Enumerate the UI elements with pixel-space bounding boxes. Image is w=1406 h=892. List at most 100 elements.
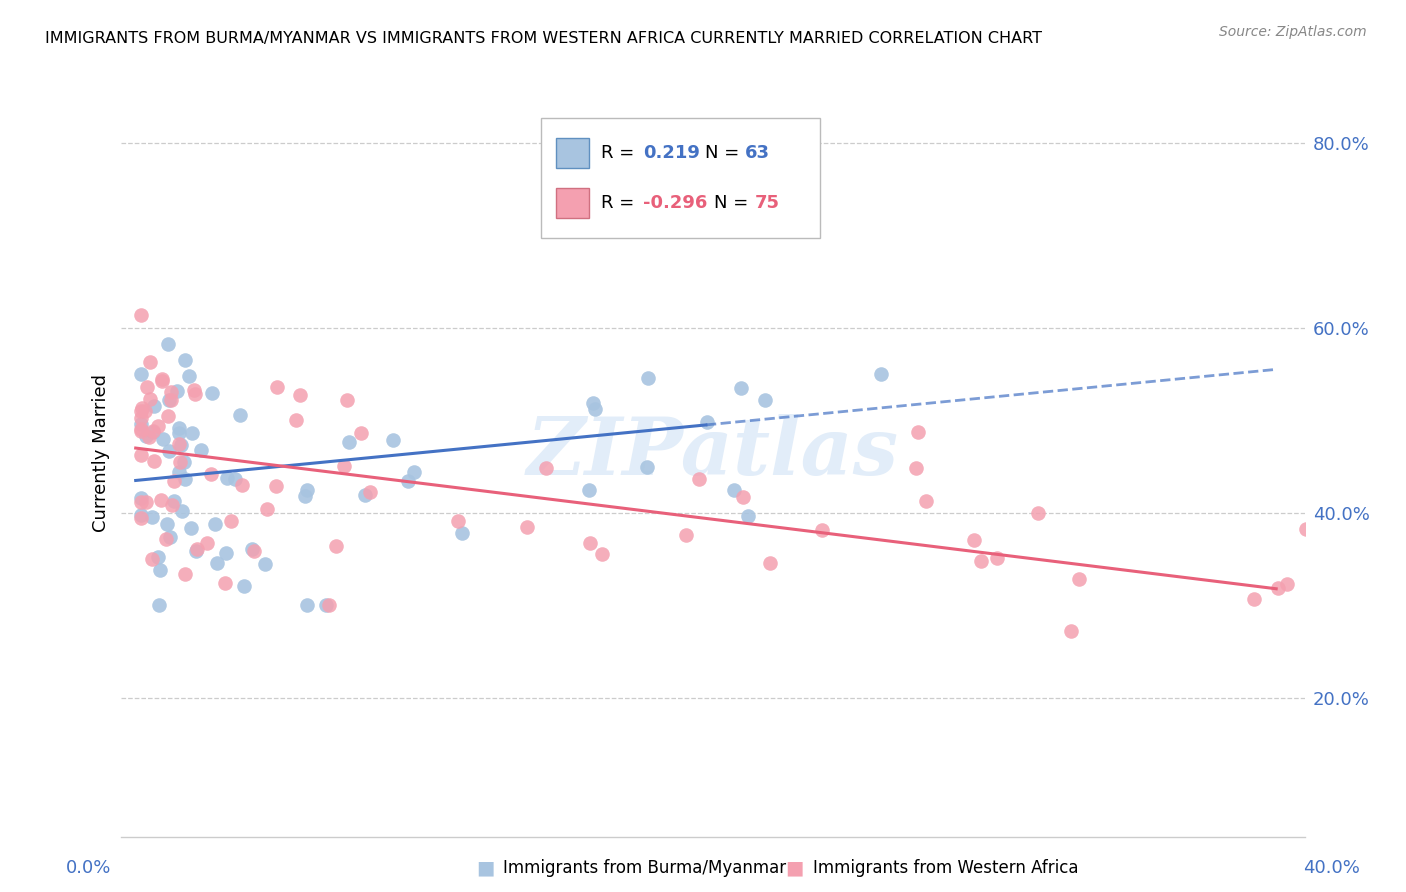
- Point: [754, 392, 776, 407]
- Point: [1243, 591, 1265, 606]
- Point: [167, 465, 190, 479]
- Point: [254, 557, 277, 571]
- Text: Source: ZipAtlas.com: Source: ZipAtlas.com: [1219, 25, 1367, 39]
- Point: [240, 542, 263, 557]
- Point: [870, 367, 893, 381]
- Point: [905, 461, 928, 475]
- Text: R =: R =: [600, 144, 640, 162]
- Bar: [555, 137, 589, 169]
- Point: [169, 455, 191, 469]
- Point: [217, 471, 239, 485]
- Point: [723, 483, 745, 498]
- Point: [675, 528, 697, 542]
- Point: [402, 465, 425, 479]
- Point: [142, 425, 165, 439]
- Point: [131, 494, 153, 508]
- Point: [131, 448, 153, 462]
- Point: [591, 547, 613, 561]
- Point: [141, 552, 163, 566]
- Point: [339, 435, 361, 450]
- Point: [915, 494, 938, 508]
- Text: ■: ■: [475, 858, 495, 878]
- Point: [131, 308, 153, 322]
- Text: 63: 63: [745, 144, 770, 162]
- Text: 0.219: 0.219: [644, 144, 700, 162]
- Point: [159, 392, 181, 407]
- Point: [688, 472, 710, 486]
- Point: [205, 556, 228, 570]
- Point: [157, 392, 180, 407]
- Point: [131, 417, 153, 431]
- Point: [169, 421, 191, 435]
- Point: [173, 455, 195, 469]
- Point: [256, 502, 278, 516]
- Point: [1310, 610, 1333, 624]
- Point: [295, 599, 318, 613]
- Point: [294, 489, 316, 503]
- Point: [177, 368, 200, 383]
- Point: [131, 424, 153, 438]
- Point: [134, 403, 156, 417]
- Point: [353, 488, 375, 502]
- Point: [160, 498, 183, 512]
- Point: [156, 516, 179, 531]
- Point: [169, 437, 191, 451]
- Point: [396, 475, 419, 489]
- Text: 40.0%: 40.0%: [1303, 859, 1360, 877]
- Point: [183, 383, 205, 397]
- Point: [201, 385, 224, 400]
- Point: [139, 355, 162, 369]
- Text: N =: N =: [714, 194, 754, 212]
- Point: [811, 523, 834, 537]
- Point: [157, 444, 180, 458]
- Point: [180, 521, 202, 535]
- Point: [186, 541, 208, 556]
- Point: [167, 437, 190, 451]
- Point: [963, 533, 986, 547]
- Point: [135, 494, 157, 508]
- Point: [637, 371, 659, 385]
- Point: [181, 425, 204, 440]
- Point: [516, 520, 538, 534]
- Point: [1026, 506, 1049, 520]
- Point: [969, 553, 991, 567]
- Point: [446, 515, 468, 529]
- Point: [150, 492, 173, 507]
- Point: [215, 546, 238, 560]
- Point: [143, 400, 166, 414]
- Point: [131, 404, 153, 418]
- Point: [131, 367, 153, 381]
- Point: [156, 409, 179, 423]
- Point: [131, 422, 153, 436]
- Point: [142, 424, 165, 438]
- Point: [290, 387, 312, 401]
- Point: [157, 337, 180, 351]
- Point: [333, 459, 356, 474]
- Point: [160, 384, 183, 399]
- Point: [285, 413, 308, 427]
- Point: [359, 484, 381, 499]
- Point: [150, 372, 173, 386]
- Point: [186, 544, 208, 558]
- Text: -0.296: -0.296: [644, 194, 707, 212]
- Point: [224, 472, 246, 486]
- Point: [136, 380, 159, 394]
- Point: [581, 395, 603, 409]
- Point: [295, 483, 318, 497]
- Text: 0.0%: 0.0%: [66, 859, 111, 877]
- Point: [150, 374, 173, 388]
- Text: R =: R =: [600, 194, 640, 212]
- Point: [336, 392, 359, 407]
- Point: [229, 408, 252, 422]
- Text: Immigrants from Burma/Myanmar: Immigrants from Burma/Myanmar: [503, 859, 786, 877]
- Point: [141, 510, 163, 524]
- Point: [219, 514, 242, 528]
- Bar: [555, 187, 589, 219]
- Point: [1060, 624, 1083, 638]
- Text: 75: 75: [755, 194, 779, 212]
- Point: [184, 386, 207, 401]
- Point: [1277, 577, 1299, 591]
- Point: [579, 535, 602, 549]
- Point: [159, 530, 181, 544]
- Point: [350, 425, 373, 440]
